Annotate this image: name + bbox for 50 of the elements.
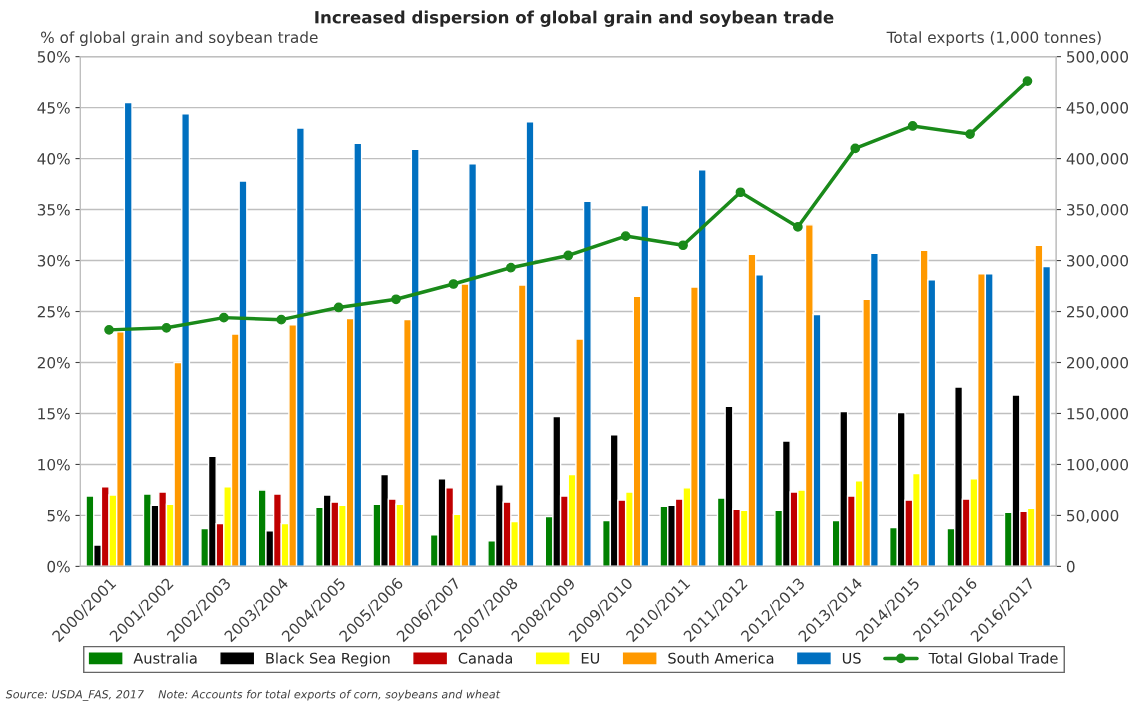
- y-tick-label: 15%: [38, 407, 70, 420]
- chart-title: Increased dispersion of global grain and soybean trade: [315, 10, 834, 27]
- legend-label: Total Global Trade: [928, 652, 1058, 664]
- y-tick-label: 30%: [37, 255, 70, 267]
- point: [276, 314, 287, 325]
- y2-tick-label: 100,000: [1067, 458, 1129, 473]
- y-tick-label: 45%: [37, 102, 70, 114]
- y2-axis-title: Total exports (1,000 tonnes): [886, 31, 1101, 47]
- y-tick-label: 0%: [47, 560, 70, 573]
- point: [218, 312, 229, 323]
- point: [333, 302, 344, 313]
- point: [735, 187, 746, 198]
- legend-label: US: [842, 652, 861, 664]
- point: [563, 250, 574, 261]
- source-note: Source: USDA_FAS, 2017 Note: Accounts for total exports of corn, soybeans and wheat: [5, 689, 501, 701]
- y-tick-label: 40%: [37, 153, 70, 165]
- y2-tick-label: 200,000: [1067, 356, 1129, 371]
- point: [907, 121, 918, 131]
- y-tick-label: 5%: [47, 509, 70, 522]
- point: [448, 279, 459, 289]
- y-tick-label: 25%: [37, 305, 70, 318]
- legend-label: Black Sea Region: [266, 652, 390, 667]
- y-tick-label: 35%: [37, 204, 70, 216]
- y2-tick-label: 400,000: [1066, 153, 1129, 167]
- y2-tick-label: 500,000: [1067, 51, 1129, 65]
- point: [620, 231, 631, 241]
- legend-label: South America: [668, 652, 774, 664]
- point: [965, 129, 975, 139]
- y-tick-label: 20%: [37, 356, 70, 369]
- y-tick-label: 50%: [37, 51, 70, 63]
- point: [850, 143, 861, 154]
- y2-tick-label: 0: [1066, 560, 1075, 573]
- y2-tick-label: 50,000: [1067, 509, 1119, 523]
- y2-tick-label: 450,000: [1066, 102, 1129, 116]
- legend-label: EU: [581, 652, 600, 664]
- legend-label: Canada: [458, 652, 512, 664]
- y2-tick-label: 300,000: [1067, 255, 1129, 269]
- point: [391, 294, 401, 305]
- point: [1022, 76, 1033, 86]
- point: [505, 262, 516, 273]
- point: [792, 222, 803, 232]
- y-tick-label: 10%: [38, 458, 70, 471]
- y-axis-title: % of global grain and soybean trade: [41, 31, 318, 47]
- point: [161, 322, 172, 333]
- point: [104, 325, 114, 335]
- y2-tick-label: 350,000: [1067, 204, 1129, 218]
- y2-tick-label: 150,000: [1067, 407, 1129, 422]
- legend-label: Australia: [133, 652, 197, 664]
- point: [678, 240, 688, 251]
- y2-tick-label: 250,000: [1067, 305, 1129, 320]
